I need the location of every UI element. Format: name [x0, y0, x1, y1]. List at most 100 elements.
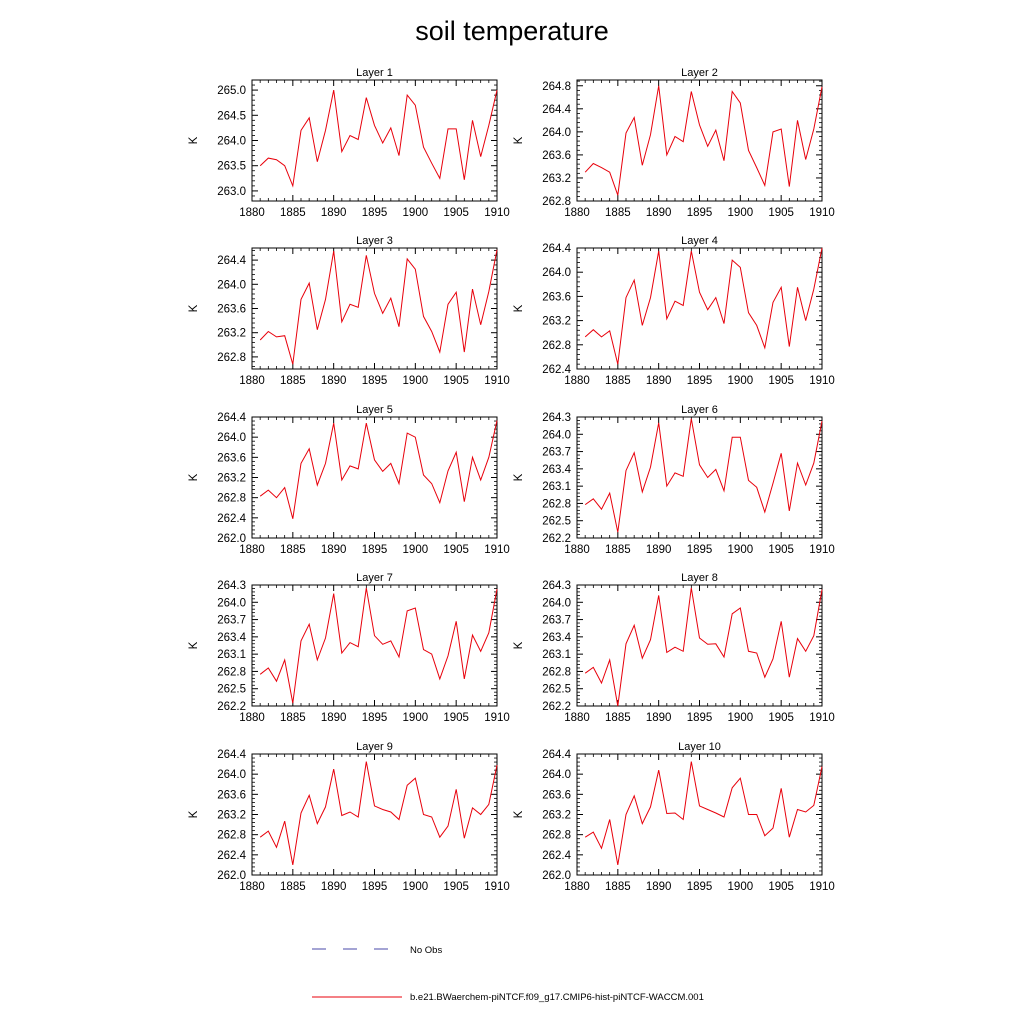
x-tick-label: 1880	[239, 544, 265, 556]
x-tick-label: 1890	[646, 544, 672, 556]
x-tick-label: 1880	[239, 375, 265, 387]
x-tick-label: 1905	[443, 544, 469, 556]
x-tick-label: 1885	[280, 712, 306, 724]
y-tick-label: 262.4	[542, 850, 571, 862]
x-tick-label: 1895	[687, 375, 713, 387]
x-tick-label: 1885	[605, 207, 631, 219]
panel-title: Layer 3	[356, 235, 393, 247]
y-tick-label: 263.7	[542, 447, 571, 459]
y-tick-label: 262.8	[217, 830, 246, 842]
series-line	[259, 89, 498, 188]
series-line	[584, 247, 823, 365]
x-tick-label: 1885	[280, 207, 306, 219]
x-tick-label: 1910	[484, 881, 510, 893]
y-tick-label: 262.8	[542, 498, 571, 510]
series-line	[584, 418, 823, 533]
x-tick-label: 1885	[605, 375, 631, 387]
panel-layer-1: Layer 1 1880 1885 1890 1895 1900 1905 1910 263.0…	[188, 67, 510, 219]
panel-title: Layer 5	[356, 404, 393, 416]
panel-layer-8: Layer 8 1880 1885 1890 1895 1900 1905 1910 262.2…	[513, 572, 835, 724]
y-tick-label: 264.4	[542, 749, 571, 761]
legend: No Obs b.e21.BWaerchem-piNTCF.f09_g17.CM…	[312, 945, 704, 1003]
x-tick-label: 1880	[239, 881, 265, 893]
y-tick-label: 263.6	[542, 291, 571, 303]
y-tick-label: 264.0	[542, 127, 571, 139]
x-tick-label: 1890	[646, 712, 672, 724]
y-tick-label: 264.0	[542, 267, 571, 279]
series-line	[584, 587, 823, 707]
x-tick-label: 1890	[646, 375, 672, 387]
x-tick-label: 1885	[280, 375, 306, 387]
y-tick-label: 263.6	[542, 150, 571, 162]
panels: Layer 1 1880 1885 1890 1895 1900 1905 1910 263.0…	[188, 67, 835, 893]
x-tick-label: 1880	[564, 207, 590, 219]
x-tick-label: 1910	[809, 375, 835, 387]
x-tick-label: 1895	[687, 881, 713, 893]
y-tick-label: 263.2	[217, 473, 246, 485]
x-tick-label: 1900	[403, 712, 429, 724]
x-tick-label: 1885	[605, 544, 631, 556]
series-line	[259, 761, 498, 865]
y-tick-label: 263.1	[217, 649, 246, 661]
y-tick-label: 263.2	[217, 810, 246, 822]
y-tick-label: 263.0	[217, 186, 246, 198]
x-tick-label: 1890	[321, 375, 347, 387]
y-tick-label: 263.2	[542, 173, 571, 185]
panel-layer-6: Layer 6 1880 1885 1890 1895 1900 1905 1910 262.2…	[513, 404, 835, 556]
y-tick-label: 263.7	[542, 615, 571, 627]
panel-layer-3: Layer 3 1880 1885 1890 1895 1900 1905 1910 262.8…	[188, 235, 510, 387]
x-tick-label: 1895	[362, 544, 388, 556]
x-tick-label: 1880	[239, 207, 265, 219]
panel-title: Layer 6	[681, 404, 718, 416]
x-tick-label: 1910	[484, 712, 510, 724]
panel-layer-9: Layer 9 1880 1885 1890 1895 1900 1905 1910 262.0…	[188, 741, 510, 893]
x-tick-label: 1900	[403, 207, 429, 219]
y-tick-label: 262.5	[542, 516, 571, 528]
y-tick-label: 263.7	[217, 615, 246, 627]
x-tick-label: 1905	[768, 544, 794, 556]
series-line	[259, 587, 498, 704]
x-tick-label: 1895	[687, 712, 713, 724]
x-tick-label: 1900	[728, 207, 754, 219]
y-tick-label: 262.8	[217, 493, 246, 505]
y-tick-label: 264.0	[217, 279, 246, 291]
x-tick-label: 1900	[403, 375, 429, 387]
x-tick-label: 1895	[362, 207, 388, 219]
panel-layer-2: Layer 2 1880 1885 1890 1895 1900 1905 1910 262.8…	[513, 67, 835, 219]
y-tick-label: 264.3	[542, 412, 571, 424]
legend-obs-label: No Obs	[410, 945, 442, 956]
y-tick-label: 262.2	[217, 701, 246, 713]
y-tick-label: 262.8	[542, 340, 571, 352]
x-tick-label: 1880	[564, 881, 590, 893]
y-tick-label: 262.5	[542, 684, 571, 696]
y-tick-label: 264.0	[217, 432, 246, 444]
y-tick-label: 262.8	[542, 666, 571, 678]
y-tick-label: 263.6	[542, 789, 571, 801]
y-tick-label: 263.1	[542, 649, 571, 661]
panel-layer-4: Layer 4 1880 1885 1890 1895 1900 1905 1910 262.4…	[513, 235, 835, 387]
x-tick-label: 1900	[728, 712, 754, 724]
panel-layer-7: Layer 7 1880 1885 1890 1895 1900 1905 1910 262.2…	[188, 572, 510, 724]
y-tick-label: 263.6	[217, 789, 246, 801]
x-tick-label: 1905	[443, 207, 469, 219]
y-tick-label: 262.0	[217, 533, 246, 545]
y-tick-label: 264.4	[217, 255, 246, 267]
plot-frame	[576, 247, 823, 370]
y-tick-label: 264.3	[542, 580, 571, 592]
x-tick-label: 1900	[403, 881, 429, 893]
y-tick-label: 262.8	[217, 666, 246, 678]
x-tick-label: 1895	[362, 881, 388, 893]
x-tick-label: 1910	[484, 544, 510, 556]
y-tick-label: 264.3	[217, 580, 246, 592]
panel-title: Layer 9	[356, 741, 393, 753]
y-axis-label: K	[188, 473, 200, 481]
panel-title: Layer 1	[356, 67, 393, 79]
y-axis-label: K	[188, 641, 200, 649]
x-tick-label: 1885	[605, 881, 631, 893]
y-axis-label: K	[188, 304, 200, 312]
y-tick-label: 262.4	[542, 364, 571, 376]
x-tick-label: 1880	[564, 544, 590, 556]
x-tick-label: 1910	[809, 712, 835, 724]
y-tick-label: 262.0	[217, 870, 246, 882]
y-tick-label: 264.0	[217, 136, 246, 148]
